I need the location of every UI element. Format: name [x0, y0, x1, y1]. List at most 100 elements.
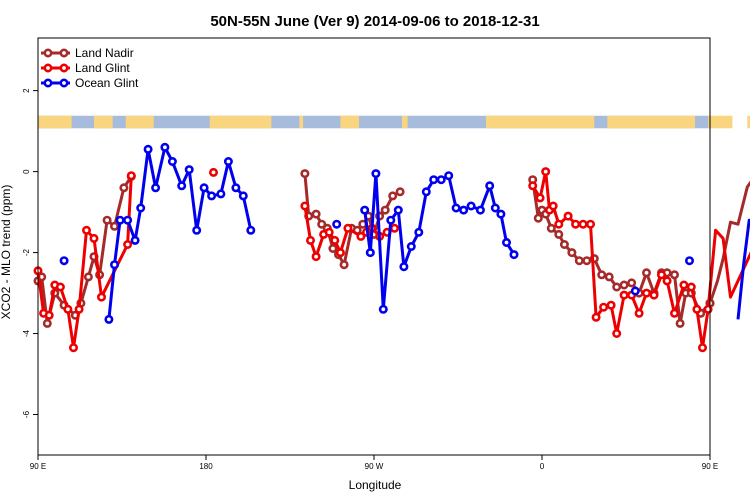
- x-axis: 90 E 180 90 W 0 90 E: [30, 455, 718, 471]
- land-band-segment: [209, 115, 272, 129]
- legend-item: Land Nadir: [41, 46, 134, 60]
- data-point: [554, 229, 564, 239]
- data-point: [528, 181, 538, 191]
- series-line: [708, 180, 750, 304]
- data-point: [669, 270, 679, 280]
- data-point: [378, 304, 388, 314]
- data-point: [490, 203, 500, 213]
- data-point: [675, 318, 685, 328]
- data-point: [692, 304, 702, 314]
- data-point: [305, 235, 315, 245]
- x-tick-label: 90 E: [702, 462, 718, 471]
- data-point: [388, 191, 398, 201]
- data-point: [356, 231, 366, 241]
- data-point: [669, 308, 679, 318]
- data-point: [74, 304, 84, 314]
- data-point: [567, 248, 577, 258]
- x-tick-label: 90 E: [30, 462, 46, 471]
- y-axis: 2 0 -2 -4 -6: [22, 88, 38, 418]
- data-point: [238, 191, 248, 201]
- data-point: [686, 282, 696, 292]
- data-point: [574, 256, 584, 266]
- data-point: [192, 225, 202, 235]
- data-point: [459, 205, 469, 215]
- data-point: [641, 288, 651, 298]
- data-point: [585, 219, 595, 229]
- data-point: [44, 310, 54, 320]
- data-point: [559, 240, 569, 250]
- data-point: [684, 256, 694, 266]
- data-point: [571, 219, 581, 229]
- data-point: [619, 280, 629, 290]
- data-point: [123, 215, 133, 225]
- series-land-nadir: [33, 169, 750, 328]
- data-point: [199, 183, 209, 193]
- data-point: [143, 144, 153, 154]
- data-point: [223, 157, 233, 167]
- data-point: [386, 215, 396, 225]
- land-band-segment: [708, 115, 733, 129]
- data-point: [509, 250, 519, 260]
- data-point: [697, 343, 707, 353]
- data-point: [167, 157, 177, 167]
- y-tick-label: 0: [22, 169, 31, 174]
- data-point: [115, 215, 125, 225]
- legend-marker: [43, 78, 53, 88]
- data-point: [89, 233, 99, 243]
- data-point: [548, 201, 558, 211]
- data-point: [110, 221, 120, 231]
- data-point: [335, 248, 345, 258]
- legend-label: Land Glint: [75, 61, 130, 75]
- data-point: [496, 209, 506, 219]
- legend-marker: [59, 63, 69, 73]
- data-point: [641, 268, 651, 278]
- land-band-segment: [299, 115, 304, 129]
- land-band-segment: [486, 115, 595, 129]
- data-point: [541, 167, 551, 177]
- y-tick-label: -2: [22, 248, 31, 256]
- data-point: [485, 181, 495, 191]
- data-point: [597, 270, 607, 280]
- data-point: [389, 223, 399, 233]
- y-tick-label: -6: [22, 410, 31, 418]
- legend-marker: [59, 78, 69, 88]
- data-point: [130, 235, 140, 245]
- y-tick-label: -4: [22, 329, 31, 337]
- chart-title: 50N-55N June (Ver 9) 2014-09-06 to 2018-…: [210, 13, 539, 30]
- data-point: [311, 209, 321, 219]
- data-point: [451, 203, 461, 213]
- data-point: [421, 187, 431, 197]
- data-point: [582, 256, 592, 266]
- data-point: [649, 290, 659, 300]
- data-point: [436, 175, 446, 185]
- data-point: [399, 262, 409, 272]
- series-ocean-glint: [59, 142, 750, 324]
- legend-item: Land Glint: [41, 61, 130, 75]
- data-point: [82, 225, 92, 235]
- data-point: [42, 318, 52, 328]
- data-point: [619, 290, 629, 300]
- land-band-segment: [38, 115, 72, 129]
- data-point: [300, 169, 310, 179]
- data-point: [332, 219, 342, 229]
- data-point: [599, 302, 609, 312]
- data-point: [63, 304, 73, 314]
- data-point: [83, 272, 93, 282]
- data-point: [317, 219, 327, 229]
- data-point: [69, 343, 79, 353]
- series-line: [531, 170, 750, 350]
- data-point: [119, 183, 129, 193]
- data-point: [97, 292, 107, 302]
- data-point: [216, 189, 226, 199]
- data-point: [627, 278, 637, 288]
- data-point: [160, 142, 170, 152]
- data-point: [604, 272, 614, 282]
- data-point: [151, 183, 161, 193]
- data-point: [533, 213, 543, 223]
- data-point: [612, 282, 622, 292]
- land-band-segment: [340, 115, 360, 129]
- data-point: [591, 312, 601, 322]
- land-band-segment: [94, 115, 113, 129]
- data-point: [501, 238, 511, 248]
